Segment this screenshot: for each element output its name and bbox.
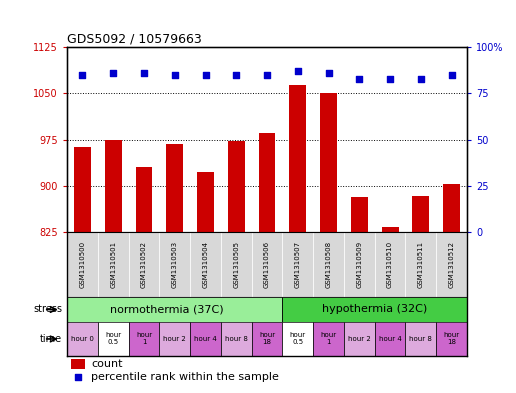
Bar bbox=[382, 227, 398, 232]
Text: time: time bbox=[40, 334, 62, 344]
Point bbox=[417, 75, 425, 82]
Text: hour 8: hour 8 bbox=[225, 336, 248, 342]
Text: GSM1310507: GSM1310507 bbox=[295, 241, 301, 288]
Text: hour 2: hour 2 bbox=[348, 336, 370, 342]
Text: hypothermia (32C): hypothermia (32C) bbox=[322, 305, 427, 314]
Text: hour 4: hour 4 bbox=[379, 336, 401, 342]
Text: hour
1: hour 1 bbox=[136, 332, 152, 345]
Bar bbox=[406, 322, 436, 356]
Bar bbox=[252, 322, 282, 356]
Bar bbox=[351, 197, 368, 232]
Text: GSM1310504: GSM1310504 bbox=[202, 241, 208, 288]
Point bbox=[232, 72, 240, 78]
Point bbox=[294, 68, 302, 74]
Bar bbox=[375, 232, 406, 297]
Bar bbox=[197, 172, 214, 232]
Text: hour
0.5: hour 0.5 bbox=[289, 332, 306, 345]
Text: GSM1310501: GSM1310501 bbox=[110, 241, 116, 288]
Bar bbox=[289, 85, 307, 232]
Text: GSM1310510: GSM1310510 bbox=[387, 241, 393, 288]
Point bbox=[386, 75, 394, 82]
Bar bbox=[128, 232, 159, 297]
Bar bbox=[252, 232, 282, 297]
Text: normothermia (37C): normothermia (37C) bbox=[110, 305, 224, 314]
Text: GSM1310503: GSM1310503 bbox=[172, 241, 178, 288]
Text: GSM1310502: GSM1310502 bbox=[141, 241, 147, 288]
Bar bbox=[128, 322, 159, 356]
Bar bbox=[313, 322, 344, 356]
Text: GSM1310500: GSM1310500 bbox=[79, 241, 86, 288]
Point bbox=[447, 72, 456, 78]
Bar bbox=[344, 232, 375, 297]
Point bbox=[109, 70, 117, 76]
Bar bbox=[159, 232, 190, 297]
Text: GSM1310512: GSM1310512 bbox=[448, 241, 455, 288]
Text: GSM1310506: GSM1310506 bbox=[264, 241, 270, 288]
Point bbox=[171, 72, 179, 78]
Point bbox=[140, 70, 148, 76]
Bar bbox=[190, 322, 221, 356]
Text: stress: stress bbox=[33, 305, 62, 314]
Text: GSM1310505: GSM1310505 bbox=[233, 241, 239, 288]
Text: GSM1310511: GSM1310511 bbox=[418, 241, 424, 288]
Text: GSM1310508: GSM1310508 bbox=[326, 241, 332, 288]
Text: count: count bbox=[91, 359, 123, 369]
Bar bbox=[74, 147, 91, 232]
Bar bbox=[67, 322, 98, 356]
Bar bbox=[166, 144, 183, 232]
Bar bbox=[344, 322, 375, 356]
Bar bbox=[436, 232, 467, 297]
Text: GSM1310509: GSM1310509 bbox=[357, 241, 362, 288]
Bar bbox=[67, 297, 282, 322]
Text: hour
0.5: hour 0.5 bbox=[105, 332, 121, 345]
Bar bbox=[221, 232, 252, 297]
Bar bbox=[67, 232, 98, 297]
Text: hour 2: hour 2 bbox=[164, 336, 186, 342]
Bar bbox=[105, 140, 122, 232]
Bar bbox=[443, 184, 460, 232]
Bar bbox=[406, 232, 436, 297]
Bar bbox=[228, 141, 245, 232]
Bar bbox=[136, 167, 152, 232]
Bar bbox=[71, 358, 85, 369]
Point bbox=[263, 72, 271, 78]
Point bbox=[201, 72, 209, 78]
Bar bbox=[282, 232, 313, 297]
Bar bbox=[190, 232, 221, 297]
Bar bbox=[98, 322, 128, 356]
Bar bbox=[282, 297, 467, 322]
Text: hour
18: hour 18 bbox=[444, 332, 460, 345]
Point bbox=[74, 374, 82, 380]
Text: hour 8: hour 8 bbox=[409, 336, 432, 342]
Point bbox=[325, 70, 333, 76]
Text: percentile rank within the sample: percentile rank within the sample bbox=[91, 372, 279, 382]
Bar bbox=[282, 322, 313, 356]
Bar bbox=[313, 232, 344, 297]
Bar bbox=[375, 322, 406, 356]
Text: hour 0: hour 0 bbox=[71, 336, 94, 342]
Bar bbox=[98, 232, 128, 297]
Bar bbox=[436, 322, 467, 356]
Point bbox=[78, 72, 87, 78]
Bar bbox=[221, 322, 252, 356]
Point bbox=[355, 75, 363, 82]
Bar bbox=[159, 322, 190, 356]
Text: hour
1: hour 1 bbox=[320, 332, 336, 345]
Text: hour
18: hour 18 bbox=[259, 332, 275, 345]
Bar bbox=[412, 196, 429, 232]
Text: hour 4: hour 4 bbox=[194, 336, 217, 342]
Bar bbox=[320, 93, 337, 232]
Bar bbox=[259, 133, 276, 232]
Text: GDS5092 / 10579663: GDS5092 / 10579663 bbox=[67, 33, 202, 46]
